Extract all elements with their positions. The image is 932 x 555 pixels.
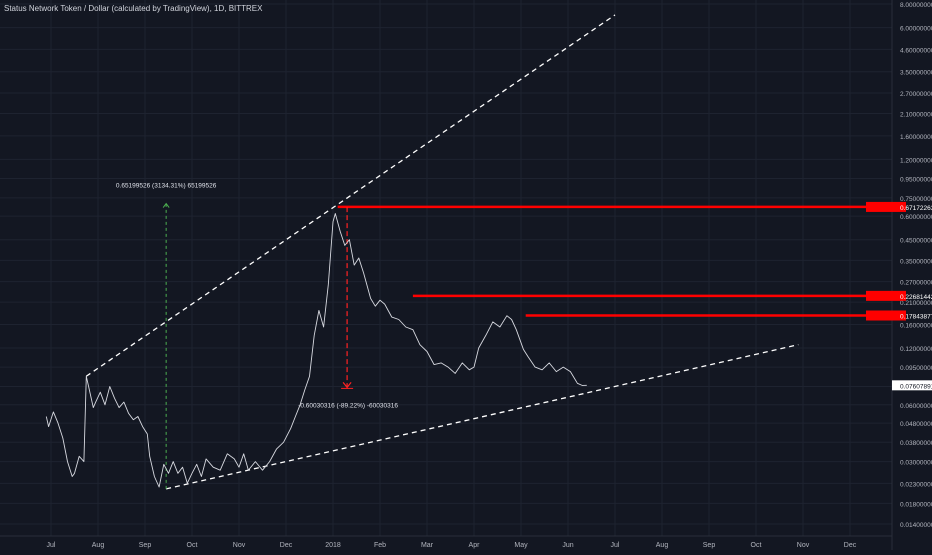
resistance-level-tag <box>866 201 906 212</box>
symbol-header: Status Network Token / Dollar (calculate… <box>4 4 263 13</box>
measure-down-label: -0.60030316 (-89.22%) -60030316 <box>298 402 398 409</box>
resistance-level-label: 0.17843877 <box>900 314 932 321</box>
y-tick-label: 1.60000000 <box>900 134 932 141</box>
last-price-tag <box>892 380 932 391</box>
y-tick-label: 0.04800000 <box>900 421 932 428</box>
trend-line <box>166 344 799 490</box>
measure-down-arrow <box>342 382 352 389</box>
x-tick-label: Aug <box>92 542 105 549</box>
trend-line <box>85 14 616 377</box>
y-tick-label: 0.75000000 <box>900 196 932 203</box>
x-tick-label: Aug <box>656 542 669 549</box>
y-tick-label: 0.95000000 <box>900 177 932 184</box>
x-tick-label: Jul <box>47 542 56 549</box>
y-tick-label: 2.10000000 <box>900 112 932 119</box>
y-tick-label: 0.35000000 <box>900 258 932 265</box>
grid <box>0 0 892 536</box>
resistance-level-tag <box>866 290 906 301</box>
price-labels: 0.67172263 0.22681442 0.17843877 0.65199526… <box>116 183 932 409</box>
measure-up-arrow <box>162 202 170 208</box>
drawings[interactable] <box>85 14 892 490</box>
x-tick-label: Oct <box>187 542 198 549</box>
y-tick-label: 0.60000000 <box>900 214 932 221</box>
resistance-level-tag <box>866 310 906 321</box>
y-tick-label: 8.00000000 <box>900 2 932 9</box>
y-tick-label: 4.60000000 <box>900 47 932 54</box>
x-tick-label: Sep <box>139 542 152 549</box>
x-tick-label: Dec <box>280 542 293 549</box>
y-tick-label: 0.01400000 <box>900 522 932 529</box>
x-tick-label: Apr <box>469 542 481 549</box>
series <box>45 213 587 488</box>
resistance-level-label: 0.22681442 <box>900 294 932 301</box>
y-tick-label: 0.16000000 <box>900 322 932 329</box>
y-tick-label: 0.45000000 <box>900 238 932 245</box>
y-tick-label: 2.70000000 <box>900 91 932 98</box>
last-price-label: 0.07607891 <box>900 383 932 390</box>
y-tick-label: 0.03800000 <box>900 440 932 447</box>
resistance-level-label: 0.67172263 <box>900 205 932 212</box>
measure-up-label: 0.65199526 (3134.31%) 65199526 <box>116 183 217 190</box>
y-tick-label: 0.02300000 <box>900 481 932 488</box>
y-tick-label: 0.12000000 <box>900 346 932 353</box>
x-tick-label: May <box>514 542 528 549</box>
y-tick-label: 0.27000000 <box>900 280 932 287</box>
x-tick-label: Mar <box>421 542 434 549</box>
x-tick-label: Nov <box>233 542 246 549</box>
x-tick-label: 2018 <box>325 542 341 549</box>
y-tick-label: 0.06000000 <box>900 403 932 410</box>
x-tick-label: Oct <box>751 542 762 549</box>
y-tick-label: 1.20000000 <box>900 157 932 164</box>
x-tick-label: Jul <box>611 542 620 549</box>
price-series-line <box>45 213 587 488</box>
y-tick-label: 6.00000000 <box>900 26 932 33</box>
y-tick-label: 0.09500000 <box>900 365 932 372</box>
y-tick-label: 3.50000000 <box>900 70 932 77</box>
y-tick-label: 0.03000000 <box>900 460 932 467</box>
x-tick-label: Nov <box>797 542 810 549</box>
y-tick-label: 0.21000000 <box>900 300 932 307</box>
x-tick-label: Feb <box>374 542 386 549</box>
x-tick-label: Dec <box>844 542 857 549</box>
x-tick-label: Jun <box>562 542 573 549</box>
x-tick-label: Sep <box>703 542 716 549</box>
y-tick-label: 0.01800000 <box>900 501 932 508</box>
